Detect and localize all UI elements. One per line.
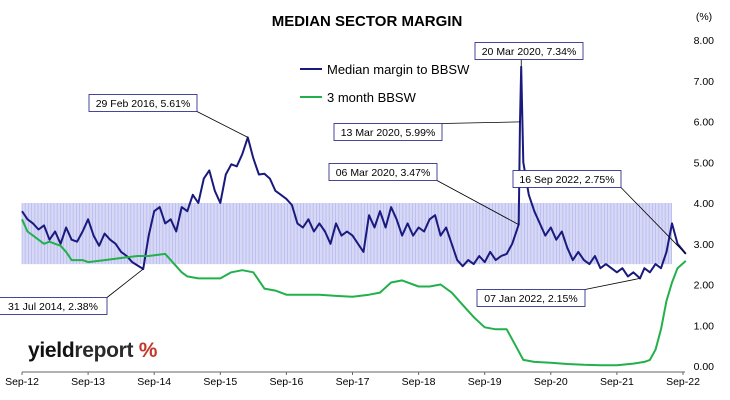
legend-label: 3 month BBSW <box>327 90 417 105</box>
annotation-label: 29 Feb 2016, 5.61% <box>96 98 191 110</box>
y-tick-label: 7.00 <box>694 76 715 88</box>
x-tick-label: Sep-17 <box>336 376 370 388</box>
logo-part-report: report <box>74 339 134 362</box>
y-tick-label: 2.00 <box>694 280 715 292</box>
x-tick-label: Sep-15 <box>203 376 237 388</box>
annotation-box <box>88 94 198 112</box>
annotation-label: 16 Sep 2022, 2.75% <box>519 174 614 186</box>
logo-part-yield: yield <box>28 339 75 362</box>
annotation-label: 06 Mar 2020, 3.47% <box>336 167 431 179</box>
annotation-box <box>512 170 622 188</box>
y-tick-label: 6.00 <box>694 117 715 129</box>
x-tick-label: Sep-21 <box>600 376 634 388</box>
annotations: 31 Jul 2014, 2.38% 29 Feb 2016, 5.61% 06 M… <box>0 42 687 315</box>
shaded-band <box>21 203 672 265</box>
logo-percent-icon: % <box>138 339 158 362</box>
annotation-leader-line <box>441 121 520 124</box>
annotation-leader-line <box>620 187 687 255</box>
y-tick-label: 4.00 <box>694 198 715 210</box>
axes: 0.00 1.00 2.00 3.00 4.00 5.00 6.00 7.00 8.00 Sep-… <box>5 35 714 388</box>
y-tick-label: 0.00 <box>694 361 715 373</box>
legend-label: Median margin to BBSW <box>327 62 470 77</box>
x-tick-label: Sep-20 <box>534 376 568 388</box>
annotation-label: 13 Mar 2020, 5.99% <box>341 127 436 139</box>
annotation-box <box>333 123 443 141</box>
annotation-box <box>474 42 584 60</box>
annotation-label: 31 Jul 2014, 2.38% <box>8 301 98 313</box>
y-tick-label: 3.00 <box>694 239 715 251</box>
x-tick-label: Sep-19 <box>468 376 502 388</box>
series-line-median-margin <box>21 65 687 280</box>
series-lines <box>21 65 687 367</box>
annotation-leader-line <box>436 180 519 225</box>
y-tick-label: 1.00 <box>694 320 715 332</box>
x-tick-label: Sep-13 <box>71 376 105 388</box>
annotation-box <box>476 289 586 307</box>
y-unit-label: (%) <box>696 11 712 23</box>
annotation-label: 07 Jan 2022, 2.15% <box>484 293 577 305</box>
x-tick-label: Sep-12 <box>5 376 39 388</box>
x-tick-label: Sep-22 <box>666 376 700 388</box>
x-tick-label: Sep-14 <box>137 376 171 388</box>
x-tick-label: Sep-16 <box>269 376 303 388</box>
band-fill <box>22 203 672 265</box>
y-tick-label: 8.00 <box>694 35 715 47</box>
x-tick-label: Sep-18 <box>402 376 436 388</box>
legend: Median margin to BBSW 3 month BBSW <box>300 62 470 105</box>
y-tick-label: 5.00 <box>694 157 715 169</box>
yieldreport-logo: yieldreport % <box>28 339 157 363</box>
annotation-leader-line <box>106 268 144 298</box>
series-line-3m-bbsw <box>21 218 687 367</box>
chart-title: MEDIAN SECTOR MARGIN <box>272 13 463 30</box>
annotation-box <box>328 163 438 181</box>
annotation-leader-line <box>584 277 641 290</box>
annotation-leader-line <box>196 111 249 138</box>
annotation-label: 20 Mar 2020, 7.34% <box>482 46 577 58</box>
annotation-box <box>0 297 108 315</box>
